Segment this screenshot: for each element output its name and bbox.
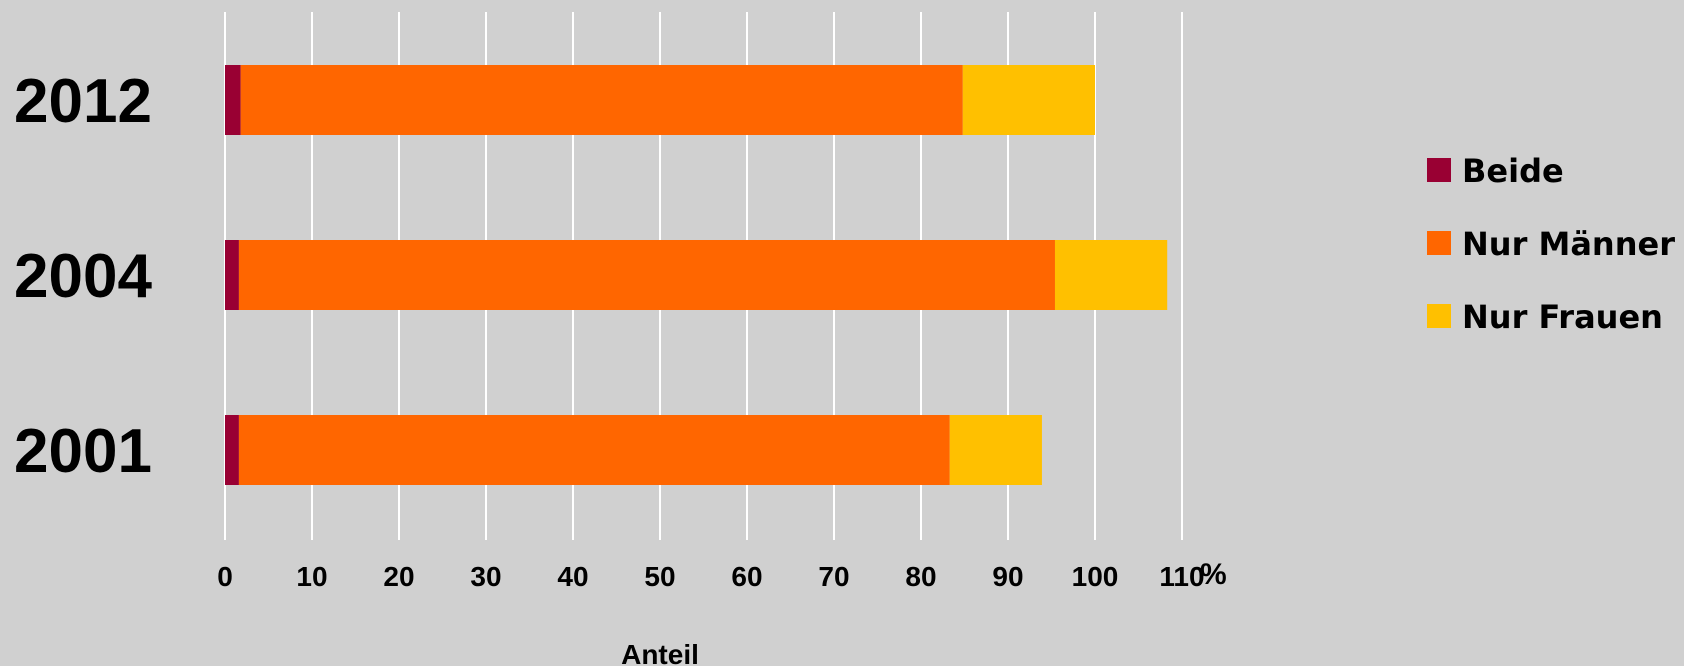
x-tick-label: 30 xyxy=(470,561,501,592)
bar-segment-nur-m-nner-2004 xyxy=(238,240,1055,310)
x-tick-label: 60 xyxy=(731,561,762,592)
category-label-2012: 2012 xyxy=(14,67,152,136)
bar-segment-nur-m-nner-2001 xyxy=(238,415,950,485)
x-tick-label: 0 xyxy=(217,561,233,592)
category-label-2001: 2001 xyxy=(14,417,152,486)
x-tick-label: 20 xyxy=(383,561,414,592)
x-tick-label: 50 xyxy=(644,561,675,592)
legend-label: Beide xyxy=(1462,152,1564,190)
legend-label: Nur Männer xyxy=(1462,225,1675,263)
bar-segment-nur-frauen-2001 xyxy=(949,415,1042,485)
category-labels: 2012 2004 2001 xyxy=(14,67,152,486)
x-tick-label: 70 xyxy=(818,561,849,592)
legend-swatch xyxy=(1427,158,1451,182)
bar-segment-nur-frauen-2012 xyxy=(962,65,1095,135)
bar-segment-nur-m-nner-2012 xyxy=(240,65,963,135)
x-tick-label: 90 xyxy=(992,561,1023,592)
bar-segment-beide-2012 xyxy=(225,65,241,135)
legend-swatch xyxy=(1427,304,1451,328)
x-axis-unit-label: % xyxy=(1200,558,1227,591)
category-label-2004: 2004 xyxy=(14,242,152,311)
x-tick-label: 80 xyxy=(905,561,936,592)
legend: Beide Nur Männer Nur Frauen xyxy=(1427,152,1675,336)
x-axis-title: Anteil xyxy=(621,639,699,666)
bar-segment-beide-2004 xyxy=(225,240,239,310)
x-tick-label: 110 xyxy=(1159,561,1204,592)
bars xyxy=(225,65,1168,485)
x-axis-ticks: 0 10 20 30 40 50 60 70 80 90 100 110 xyxy=(217,561,1204,592)
legend-label: Nur Frauen xyxy=(1462,298,1663,336)
legend-swatch xyxy=(1427,231,1451,255)
x-tick-label: 40 xyxy=(557,561,588,592)
x-tick-label: 100 xyxy=(1072,561,1119,592)
bar-segment-beide-2001 xyxy=(225,415,239,485)
bar-segment-nur-frauen-2004 xyxy=(1054,240,1168,310)
x-tick-label: 10 xyxy=(296,561,327,592)
